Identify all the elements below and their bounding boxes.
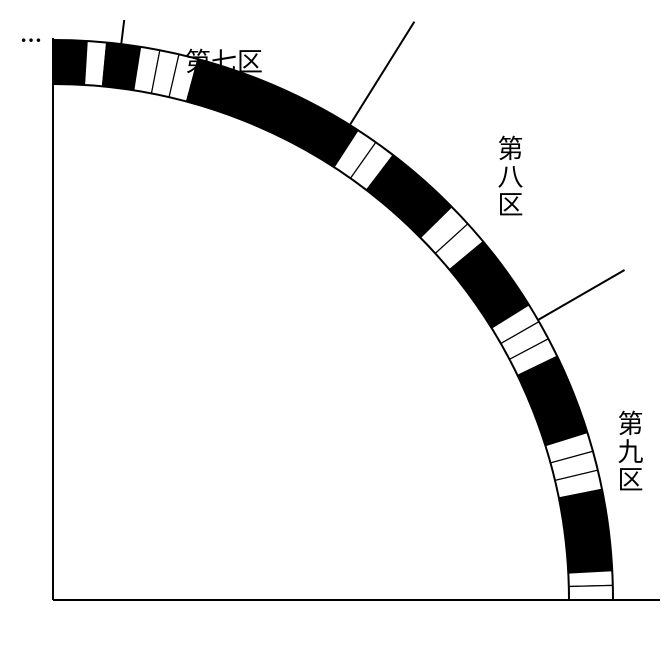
region-divider — [538, 270, 625, 320]
arc-segment — [53, 40, 87, 85]
arc-diagram — [20, 20, 671, 628]
arc-segment — [569, 585, 613, 600]
arc-segment — [568, 571, 613, 587]
diagram-container: … 第七区 第八区 第九区 — [20, 20, 671, 628]
region-divider — [350, 22, 415, 125]
region-divider — [121, 20, 131, 44]
arc-outline — [53, 84, 569, 600]
ellipsis-label: … — [20, 22, 42, 48]
